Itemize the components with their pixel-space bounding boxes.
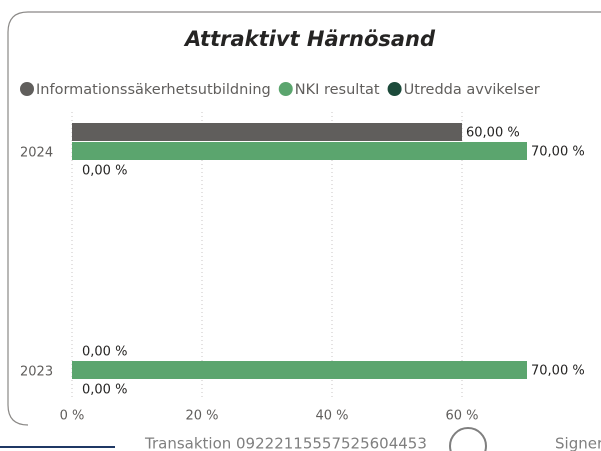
x-tick-label: 60 % xyxy=(445,409,478,424)
data-label: 0,00 % xyxy=(82,383,127,398)
x-tick-label: 0 % xyxy=(60,409,85,424)
footer-transaction: Transaktion 09222115557525604453 xyxy=(144,435,427,451)
bar xyxy=(72,123,462,141)
bar xyxy=(72,142,527,160)
data-label: 0,00 % xyxy=(82,164,127,179)
data-label: 0,00 % xyxy=(82,345,127,360)
data-label: 60,00 % xyxy=(466,126,520,141)
y-tick-label: 2023 xyxy=(20,365,53,380)
data-label: 70,00 % xyxy=(531,145,585,160)
legend-marker xyxy=(278,82,293,96)
y-tick-label: 2024 xyxy=(20,146,53,161)
legend-label: NKI resultat xyxy=(295,82,380,98)
x-tick-label: 40 % xyxy=(315,409,348,424)
footer-seal xyxy=(449,427,487,451)
data-label: 70,00 % xyxy=(531,364,585,379)
legend-label: Utredda avvikelser xyxy=(404,82,540,98)
footer-signed: Signerat EQ xyxy=(555,435,601,451)
chart-title: Attraktivt Härnösand xyxy=(183,27,436,51)
bar xyxy=(72,361,527,379)
legend-label: Informationssäkerhetsutbildning xyxy=(36,82,271,98)
x-tick-label: 20 % xyxy=(185,409,218,424)
card-border xyxy=(7,11,601,426)
legend-marker xyxy=(387,82,402,96)
legend-marker xyxy=(20,82,34,96)
